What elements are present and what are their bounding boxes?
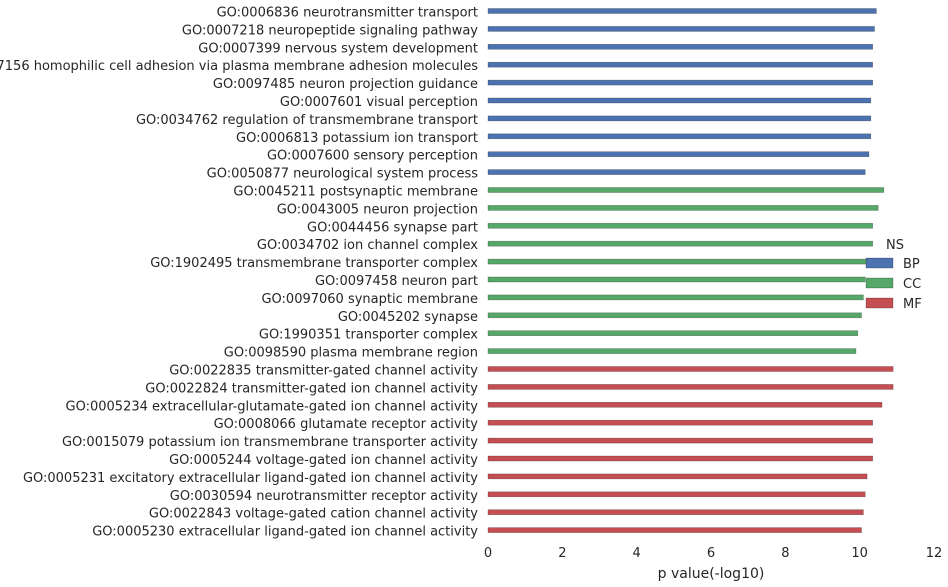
bar-bp-2 bbox=[487, 43, 873, 50]
bar-cc-1 bbox=[487, 205, 879, 211]
x-tick-labels: 0 2 4 6 8 10 12 bbox=[484, 546, 942, 561]
category-label: GO:0043005 neuron projection bbox=[277, 202, 478, 217]
bar-mf-5 bbox=[487, 455, 873, 462]
bar-mf-1 bbox=[487, 384, 894, 390]
legend-title: NS bbox=[886, 238, 904, 253]
category-label: GO:0007601 visual perception bbox=[280, 95, 478, 110]
category-label: GO:0045211 postsynaptic membrane bbox=[233, 185, 478, 200]
bar-mf-6 bbox=[487, 473, 868, 480]
category-label: GO:0005244 voltage-gated ion channel act… bbox=[169, 453, 478, 468]
category-label: GO:1902495 transmembrane transporter com… bbox=[150, 256, 478, 271]
legend: NS BP CC MF bbox=[865, 238, 922, 312]
category-label: GO:0008066 glutamate receptor activity bbox=[214, 417, 479, 432]
category-label: GO:0022835 transmitter-gated channel act… bbox=[169, 364, 478, 379]
legend-swatch-cc bbox=[865, 277, 894, 289]
x-tick-label: 2 bbox=[558, 546, 566, 561]
bar-bp-4 bbox=[487, 79, 873, 86]
x-tick-label: 12 bbox=[926, 546, 943, 561]
category-label: GO:0015079 potassium ion transmembrane t… bbox=[62, 435, 478, 450]
bar-cc-5 bbox=[487, 276, 866, 283]
category-label: GO:0098590 plasma membrane region bbox=[224, 346, 478, 361]
bar-mf-7 bbox=[487, 491, 866, 498]
category-label: GO:0034762 regulation of transmembrane t… bbox=[136, 113, 478, 128]
bar-bp-7 bbox=[487, 133, 872, 140]
category-label: GO:0005230 extracellular ligand-gated io… bbox=[92, 525, 478, 540]
bar-cc-3 bbox=[487, 240, 873, 247]
category-label: GO:0045202 synapse bbox=[338, 310, 478, 325]
category-label: GO:0050877 neurological system process bbox=[207, 167, 479, 182]
bar-bp-5 bbox=[487, 97, 872, 104]
bar-cc-0 bbox=[487, 187, 885, 193]
category-label: GO:0044456 synapse part bbox=[307, 220, 478, 235]
bar-mf-3 bbox=[487, 419, 873, 426]
category-label: GO:0097485 neuron projection guidance bbox=[213, 77, 478, 92]
category-labels: GO:0006836 neurotransmitter transport GO:… bbox=[0, 6, 478, 540]
bar-cc-7 bbox=[487, 312, 862, 319]
category-label: GO:0006836 neurotransmitter transport bbox=[217, 6, 478, 21]
legend-label-mf: MF bbox=[903, 297, 922, 312]
category-label: GO:0005234 extracellular-glutamate-gated… bbox=[66, 399, 479, 414]
category-label: GO:0022824 transmitter-gated ion channel… bbox=[145, 381, 478, 396]
bar-mf-2 bbox=[487, 401, 883, 408]
bar-bp-0 bbox=[487, 8, 877, 14]
category-label: GO:0022843 voltage-gated cation channel … bbox=[149, 507, 478, 522]
category-label: GO:0034702 ion channel complex bbox=[257, 238, 478, 253]
bar-mf-9 bbox=[487, 527, 862, 533]
category-label: GO:0005231 excitatory extracellular liga… bbox=[23, 471, 478, 486]
category-label: GO:0007218 neuropeptide signaling pathwa… bbox=[182, 23, 478, 38]
legend-swatch-bp bbox=[865, 257, 894, 269]
bars-layer bbox=[487, 8, 894, 533]
x-tick-label: 8 bbox=[781, 546, 789, 561]
category-label: GO:0007600 sensory perception bbox=[267, 149, 478, 164]
bar-bp-8 bbox=[487, 151, 870, 157]
bar-bp-9 bbox=[487, 169, 866, 175]
bar-cc-6 bbox=[487, 294, 864, 301]
category-label: GO:1990351 transporter complex bbox=[259, 328, 478, 343]
category-label: GO:0030594 neurotransmitter receptor act… bbox=[170, 489, 479, 504]
bar-bp-6 bbox=[487, 115, 872, 122]
bar-cc-9 bbox=[487, 348, 857, 354]
category-label: GO:0007156 homophilic cell adhesion via … bbox=[0, 59, 478, 74]
legend-label-bp: BP bbox=[903, 257, 920, 272]
bar-mf-8 bbox=[487, 509, 864, 516]
x-axis-label: p value(-log10) bbox=[658, 566, 765, 582]
bar-cc-4 bbox=[487, 258, 872, 265]
bar-cc-2 bbox=[487, 223, 873, 229]
x-tick-label: 0 bbox=[484, 546, 492, 561]
x-tick-label: 4 bbox=[633, 546, 641, 561]
bar-mf-4 bbox=[487, 437, 873, 444]
category-label: GO:0006813 potassium ion transport bbox=[236, 131, 478, 146]
category-label: GO:0097060 synaptic membrane bbox=[261, 292, 478, 307]
bar-mf-0 bbox=[487, 366, 894, 372]
bar-cc-8 bbox=[487, 330, 859, 337]
legend-label-cc: CC bbox=[903, 277, 921, 292]
x-tick-label: 10 bbox=[851, 546, 868, 561]
x-tick-label: 6 bbox=[707, 546, 715, 561]
bar-bp-3 bbox=[487, 61, 873, 68]
legend-swatch-mf bbox=[865, 297, 894, 309]
category-label: GO:0007399 nervous system development bbox=[198, 41, 478, 56]
bar-bp-1 bbox=[487, 26, 875, 32]
category-label: GO:0097458 neuron part bbox=[315, 274, 478, 289]
